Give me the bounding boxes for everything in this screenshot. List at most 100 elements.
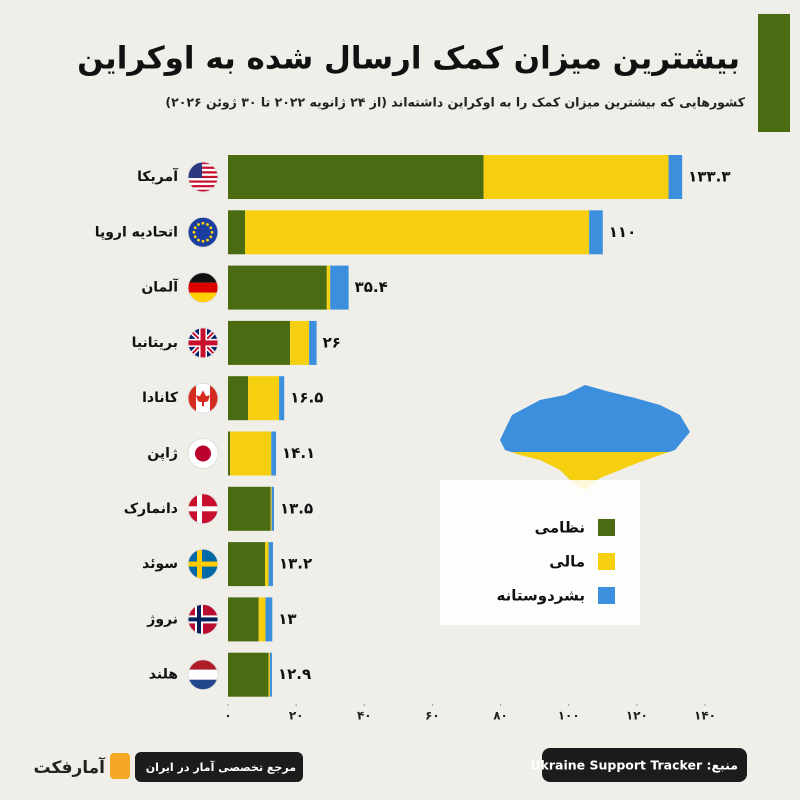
legend-swatch (598, 587, 615, 604)
total-label: ۳۵.۴ (355, 278, 388, 296)
bar-segment (279, 376, 285, 421)
bar-segment (228, 320, 291, 365)
flag-part (188, 187, 218, 190)
bar-segment (290, 320, 310, 365)
bar-segment (228, 210, 246, 255)
legend-label: بشردوستانه (497, 587, 585, 605)
bar-segment (228, 486, 271, 531)
source: منبع: Ukraine Support Tracker (530, 758, 738, 773)
x-tick-label: ۱۲۰ (626, 709, 648, 723)
flag (188, 383, 218, 414)
flag-part (188, 669, 218, 680)
bar-segment (258, 597, 266, 642)
chart-subtitle: کشورهایی که بیشترین میزان کمک را به اوکر… (165, 95, 745, 110)
legend-label: نظامی (535, 519, 585, 537)
flag-part (188, 162, 218, 165)
flag-ring (187, 659, 219, 691)
y-tick-label: ژاپن (147, 446, 178, 462)
bar-segment (245, 210, 590, 255)
bar-segment (248, 376, 280, 421)
legend-swatch (598, 519, 615, 536)
bar-segment (269, 652, 272, 697)
flag-ring (187, 603, 219, 635)
bar-segment (668, 155, 683, 199)
total-label: ۱۱۰ (609, 223, 636, 241)
flag-part (197, 549, 202, 580)
total-label: ۲۶ (323, 333, 341, 351)
flag-ring (187, 438, 219, 469)
total-label: ۱۳ (278, 610, 296, 628)
flag-part (188, 617, 218, 622)
bar-segment (228, 265, 327, 310)
flag-part (197, 238, 200, 242)
y-tick-label: نروژ (146, 611, 178, 627)
flag-part (188, 561, 218, 567)
flag-part (188, 292, 218, 303)
x-tick-label: ۱۰۰ (558, 709, 580, 723)
brand-icon (110, 753, 130, 779)
source-pill (542, 748, 747, 782)
flag-ring (187, 382, 219, 414)
y-tick-label: آمریکا (137, 167, 179, 185)
bar-segment (228, 652, 269, 697)
flag-part (206, 238, 209, 242)
bar-segment (228, 376, 249, 421)
total-label: ۱۲.۹ (278, 665, 311, 683)
bar-segment (309, 320, 317, 365)
tagline: مرجع تخصصی آمار در ایران (146, 760, 296, 774)
flag-part (200, 327, 206, 358)
tagline-pill (135, 752, 303, 782)
flag-part (188, 182, 218, 186)
legend-label: مالی (549, 553, 585, 571)
flag-part (209, 226, 213, 230)
flag-part (188, 175, 218, 179)
y-tick-label: بریتانیا (132, 335, 178, 351)
total-label: ۱۴.۱ (282, 444, 315, 462)
bar-segment (265, 542, 269, 587)
y-tick-label: کانادا (142, 390, 179, 406)
flag (188, 272, 218, 303)
bar-segment (265, 597, 273, 642)
flag-part (188, 679, 218, 690)
brand: آمارفکت (33, 756, 106, 778)
bar-segment (271, 486, 274, 531)
flag-part (209, 235, 213, 239)
flag-ring (187, 493, 219, 525)
flag-part (197, 493, 202, 524)
total-label: ۱۶.۵ (290, 389, 323, 407)
bar-segment (228, 542, 266, 587)
bar-segment (228, 597, 259, 642)
flag-part (188, 282, 218, 293)
flag (188, 162, 218, 192)
x-tick-label: ۶۰ (425, 709, 440, 723)
flag-ring (187, 272, 219, 304)
bar-segment (589, 210, 603, 255)
y-tick-label: آلمان (141, 278, 179, 296)
flag-part (192, 230, 196, 234)
bar-segment (268, 542, 273, 587)
flag (188, 549, 218, 580)
flag-ring (187, 548, 219, 580)
total-label: ۱۳.۵ (280, 499, 313, 517)
flag (188, 659, 218, 690)
flag-part (188, 173, 218, 176)
flag-part (188, 185, 218, 188)
flag-part (193, 226, 197, 230)
legend-swatch (598, 553, 615, 570)
flag (188, 438, 218, 469)
x-tick-label: ۸۰ (493, 709, 508, 723)
y-tick-label: سوئد (142, 556, 178, 572)
y-tick-label: دانمارک (124, 501, 178, 517)
flag-ring (187, 216, 219, 248)
flag-part (188, 383, 196, 414)
flag-part (197, 604, 201, 635)
bar-segment (228, 431, 231, 476)
flag-part (188, 168, 218, 172)
flag-part (195, 445, 211, 462)
y-tick-label: اتحادیه اروپا (95, 224, 178, 240)
flag-part (193, 235, 197, 239)
bar-segment (330, 265, 349, 310)
bar-segment (326, 265, 331, 310)
